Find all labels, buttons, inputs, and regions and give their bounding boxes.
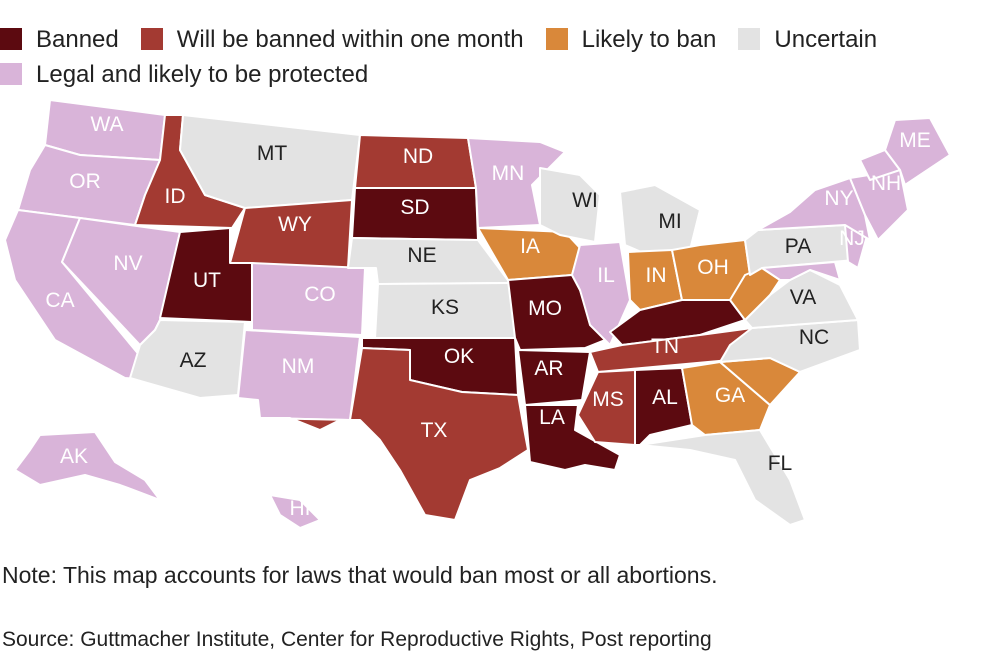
label-MO: MO [528,297,562,320]
label-IN: IN [646,264,667,287]
label-MT: MT [257,142,287,165]
label-WY: WY [278,213,312,236]
label-FL: FL [768,452,793,475]
label-AR: AR [534,357,563,380]
legend-likely: Likely to ban [545,22,717,57]
state-labels: WA OR CA NV ID MT WY UT AZ CO NM ND SD N… [45,113,930,520]
label-MI: MI [658,210,681,233]
legend-swatch-banned [0,28,22,50]
label-AK: AK [60,445,88,468]
state-AK[interactable] [14,431,161,501]
state-AR[interactable] [517,349,591,406]
state-NC[interactable] [719,319,861,373]
state-VA[interactable] [744,269,859,329]
legend-label-uncertain: Uncertain [774,26,878,53]
label-NJ: NJ [839,227,865,250]
label-NM: NM [282,355,315,378]
state-CO[interactable] [251,262,366,336]
state-IL[interactable] [571,241,631,346]
state-TX[interactable] [259,347,529,521]
label-NE: NE [407,244,436,267]
label-GA: GA [715,384,745,407]
label-VA: VA [790,286,816,309]
label-AZ: AZ [180,349,207,372]
label-NH: NH [871,172,901,195]
label-LA: LA [539,406,565,429]
label-ID: ID [165,185,186,208]
map-source: Source: Guttmacher Institute, Center for… [2,628,712,651]
legend-swatch-likely [545,28,568,50]
label-CA: CA [45,289,74,312]
state-MS[interactable] [577,369,636,446]
legend-swatch-uncertain [738,28,761,50]
legend-banned: Banned [0,22,119,57]
label-HI: HI [290,497,311,520]
label-NY: NY [824,187,853,210]
map-note: Note: This map accounts for laws that wo… [2,562,718,588]
label-UT: UT [193,269,221,292]
label-TX: TX [421,419,448,442]
legend: Banned Will be banned within one month Lik… [0,22,990,92]
label-ND: ND [403,145,433,168]
label-OK: OK [444,345,474,368]
label-IL: IL [597,264,615,287]
label-IA: IA [520,235,540,258]
state-MD[interactable] [761,261,841,281]
legend-uncertain: Uncertain [738,22,877,57]
label-WI: WI [572,189,598,212]
label-MN: MN [492,162,525,185]
legend-label-likely: Likely to ban [581,26,717,53]
label-OH: OH [697,256,729,279]
label-PA: PA [785,235,811,258]
label-CO: CO [304,283,336,306]
label-ME: ME [899,129,931,152]
state-ME[interactable] [884,117,951,186]
legend-swatch-within-month [140,28,163,50]
us-map: WA OR CA NV ID MT WY UT AZ CO NM ND SD N… [4,99,951,529]
state-MN[interactable] [467,137,566,229]
legend-swatch-protected [0,63,22,85]
legend-label-within-month: Will be banned within one month [176,26,524,53]
legend-label-banned: Banned [36,26,119,53]
label-OR: OR [69,170,101,193]
label-NC: NC [799,326,829,349]
state-LA[interactable] [524,404,621,471]
label-WA: WA [90,113,123,136]
legend-within-month: Will be banned within one month [140,22,524,57]
label-MS: MS [592,388,624,411]
state-WI[interactable] [539,167,601,243]
legend-protected: Legal and likely to be protected [0,57,368,92]
state-FL[interactable] [639,429,806,526]
label-KS: KS [431,296,459,319]
label-AL: AL [652,386,678,409]
label-TN: TN [651,335,679,358]
state-HI[interactable] [269,494,321,529]
legend-label-protected: Legal and likely to be protected [36,61,369,88]
label-NV: NV [113,252,142,275]
label-SD: SD [400,196,429,219]
